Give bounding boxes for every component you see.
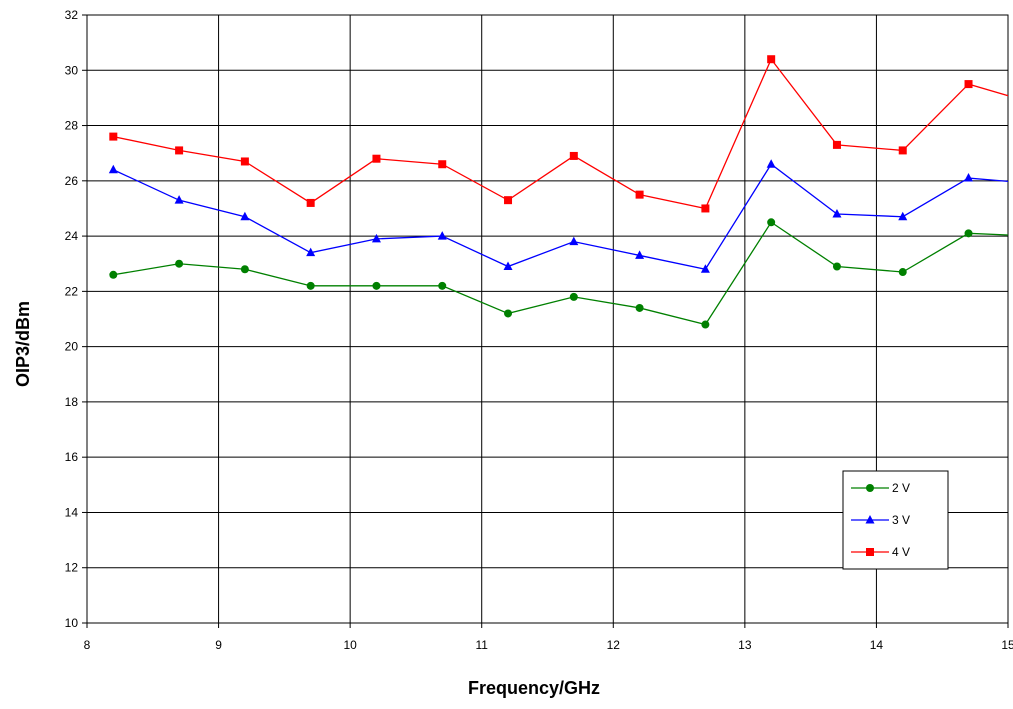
series-3v	[108, 159, 1008, 273]
data-point-4v	[109, 132, 118, 141]
data-point-2v	[701, 320, 710, 329]
legend: 2 V 3 V 4 V	[842, 470, 949, 570]
x-tick-label: 12	[607, 638, 621, 652]
y-tick-label: 24	[65, 229, 79, 243]
x-tick-label: 14	[870, 638, 884, 652]
y-tick-label: 10	[65, 616, 79, 630]
data-point-3v	[240, 211, 250, 221]
data-point-4v	[767, 55, 776, 64]
data-point-4v	[898, 146, 907, 155]
data-point-4v	[964, 80, 973, 89]
legend-marker-4v	[866, 548, 874, 556]
legend-label-3v: 3 V	[892, 513, 910, 527]
legend-label-2v: 2 V	[892, 481, 910, 495]
series-lines	[108, 55, 1008, 329]
data-point-3v	[898, 211, 908, 221]
data-point-4v	[701, 204, 710, 213]
axis-ticks: 10 12 14 16 18 20 22 24 26 28 30 32 8 9 10 11 12 13 14 15	[65, 8, 1013, 652]
data-point-4v	[438, 160, 447, 169]
data-point-4v	[175, 146, 184, 155]
data-point-3v	[108, 164, 118, 174]
series-4v	[109, 55, 1008, 213]
data-point-4v	[372, 154, 381, 163]
y-tick-label: 32	[65, 8, 79, 22]
x-tick-label: 9	[215, 638, 222, 652]
legend-label-4v: 4 V	[892, 545, 910, 559]
series-2v	[109, 218, 1008, 329]
data-point-3v	[371, 233, 381, 243]
y-tick-label: 14	[65, 505, 79, 519]
data-point-2v	[767, 218, 776, 227]
y-tick-label: 22	[65, 284, 79, 298]
data-point-4v	[832, 140, 841, 149]
data-point-2v	[109, 270, 118, 279]
data-point-2v	[504, 309, 513, 318]
data-point-2v	[306, 281, 315, 290]
x-tick-label: 10	[343, 638, 357, 652]
data-point-2v	[898, 268, 907, 277]
y-tick-label: 28	[65, 119, 79, 133]
data-point-2v	[175, 259, 184, 268]
data-point-2v	[964, 229, 973, 238]
x-tick-label: 13	[738, 638, 752, 652]
y-tick-label: 16	[65, 450, 79, 464]
y-tick-label: 12	[65, 561, 79, 575]
data-point-2v	[240, 265, 249, 274]
data-point-2v	[438, 281, 447, 290]
data-point-3v	[700, 264, 710, 273]
data-point-3v	[766, 159, 776, 168]
data-point-4v	[306, 198, 315, 207]
data-point-3v	[306, 247, 316, 257]
data-point-3v	[503, 261, 513, 270]
data-point-3v	[635, 250, 645, 259]
data-point-3v	[832, 208, 842, 218]
legend-marker-3v	[865, 515, 875, 524]
legend-marker-2v	[866, 484, 874, 492]
data-point-4v	[240, 157, 249, 166]
data-point-4v	[569, 151, 578, 160]
plot-area-frame	[86, 14, 1009, 624]
data-point-3v	[437, 231, 447, 240]
y-tick-label: 30	[65, 63, 79, 77]
y-axis-title: OIP3/dBm	[13, 301, 33, 387]
x-axis-title: Frequency/GHz	[468, 678, 600, 698]
x-tick-label: 11	[475, 638, 488, 652]
data-point-3v	[569, 236, 579, 246]
data-point-3v	[964, 173, 974, 182]
data-point-2v	[635, 303, 644, 312]
data-point-4v	[504, 196, 513, 205]
data-point-2v	[569, 292, 578, 301]
data-point-2v	[832, 262, 841, 271]
data-point-2v	[372, 281, 381, 290]
y-tick-label: 26	[65, 174, 79, 188]
data-point-3v	[174, 195, 184, 204]
y-tick-label: 20	[65, 340, 79, 354]
x-tick-label: 15	[1001, 638, 1013, 652]
data-point-4v	[635, 190, 644, 199]
x-tick-label: 8	[84, 638, 91, 652]
y-tick-label: 18	[65, 395, 79, 409]
